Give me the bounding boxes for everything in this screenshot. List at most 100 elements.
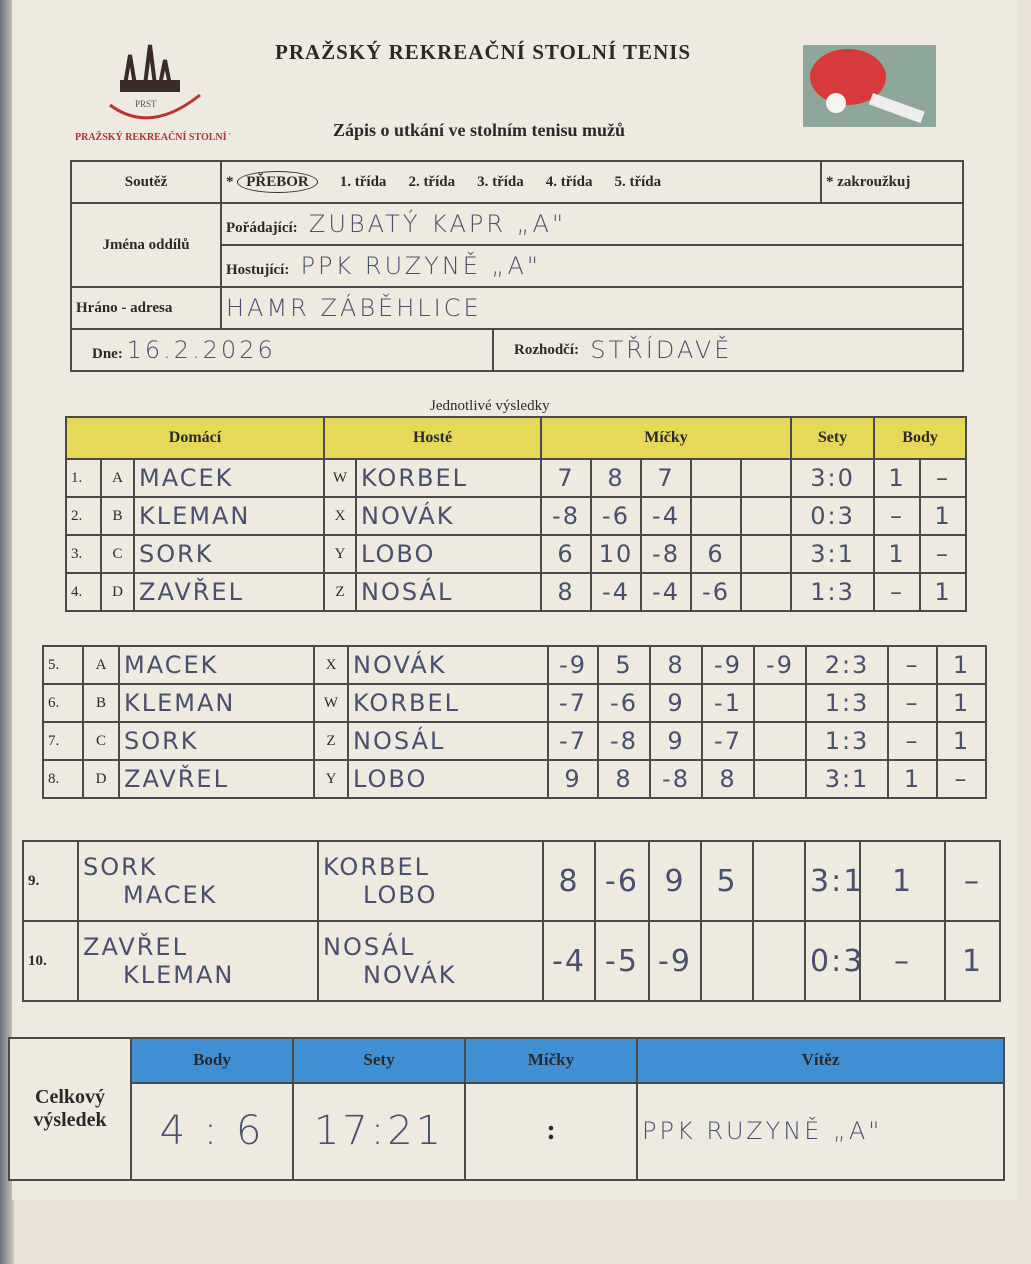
ball-score <box>740 572 793 612</box>
ball-score: -4 <box>640 572 693 612</box>
match-info-table: Soutěž * PŘEBOR 1. třída 2. třída 3. třída 4… <box>70 160 964 372</box>
sets-score: 2:3 <box>805 645 889 685</box>
ball-score <box>740 496 793 536</box>
ball-score: 6 <box>540 534 593 574</box>
ball-score: -6 <box>690 572 743 612</box>
guest-letter: X <box>313 645 349 685</box>
points-guest: 1 <box>936 683 987 723</box>
home-player: SORK <box>83 853 158 881</box>
home-player: ZAVŘEL <box>133 572 325 612</box>
points-home: – <box>887 645 938 685</box>
ball-score <box>753 721 807 761</box>
guest-letter: W <box>313 683 349 723</box>
home-pair: SORK MACEK <box>77 840 319 922</box>
match-row: 1. A MACEK W KORBEL 7 8 7 3:0 1– <box>65 458 968 498</box>
points-home: – <box>887 721 938 761</box>
points-home: 1 <box>873 458 922 498</box>
ball-score <box>690 496 743 536</box>
home-letter: B <box>82 683 120 723</box>
ball-score: -4 <box>590 572 643 612</box>
circle-note: * zakroužkuj <box>820 160 964 204</box>
ball-score: -6 <box>597 683 651 723</box>
class-option[interactable]: 2. třída <box>408 173 456 190</box>
page-title: PRAŽSKÝ REKREAČNÍ STOLNÍ TENIS <box>275 40 692 64</box>
ball-score: 8 <box>701 759 755 799</box>
class-option[interactable]: 3. třída <box>477 173 524 190</box>
class-option[interactable]: 1. třída <box>339 173 387 190</box>
ball-score: 8 <box>597 759 651 799</box>
singles-table-1: Domácí Hosté Míčky Sety Body 1. A MACEK W KORBEL 7… <box>65 416 968 612</box>
hostujici-value: PPK RUZYNĚ „A" <box>300 252 541 280</box>
match-row: 3. C SORK Y LOBO 6 10 -8 6 3:1 1– <box>65 534 968 574</box>
match-number: 2. <box>65 496 102 536</box>
ball-score: 9 <box>649 721 703 761</box>
ball-score: 9 <box>649 683 703 723</box>
total-label: Celkový výsledek <box>8 1037 132 1181</box>
home-player: SORK <box>133 534 325 574</box>
match-number: 1. <box>65 458 102 498</box>
guest-letter: W <box>323 458 357 498</box>
singles-table-2: 5. A MACEK X NOVÁK -9 5 8 -9 -9 2:3–1 6. B KLEMAN W KOR… <box>42 645 987 799</box>
sets-score: 0:3 <box>790 496 876 536</box>
guest-player: LOBO <box>354 534 543 574</box>
points-guest: – <box>919 458 968 498</box>
points-home: 1 <box>887 759 938 799</box>
guest-player: KORBEL <box>354 458 543 498</box>
ball-score: 8 <box>542 840 596 922</box>
ball-score <box>700 920 754 1002</box>
points-home: – <box>873 572 922 612</box>
sets-score: 3:1 <box>790 534 876 574</box>
class-option[interactable]: 5. třída <box>614 173 662 190</box>
ball-score: -8 <box>540 496 593 536</box>
guest-letter: Z <box>323 572 357 612</box>
match-number: 9. <box>22 840 79 922</box>
home-letter: D <box>82 759 120 799</box>
ping-pong-paddle-icon <box>810 49 925 124</box>
points-home: 1 <box>859 840 946 922</box>
class-options: * PŘEBOR 1. třída 2. třída 3. třída 4. třída… <box>220 160 822 204</box>
guest-player: KORBEL <box>347 683 549 723</box>
prst-logo: PRST PRAŽSKÝ REKREAČNÍ STOLNÍ TENIS <box>75 44 230 143</box>
page-edge <box>0 0 14 1264</box>
match-number: 10. <box>22 920 79 1002</box>
match-number: 3. <box>65 534 102 574</box>
rozhodci-label: Rozhodčí: <box>514 341 579 358</box>
header-row: Domácí Hosté Míčky Sety Body <box>65 416 968 460</box>
guest-player: NOSÁL <box>354 572 543 612</box>
sets-score: 3:1 <box>805 759 889 799</box>
sets-score: 3:0 <box>790 458 876 498</box>
header-domaci: Domácí <box>65 416 325 460</box>
results-caption: Jednotlivé výsledky <box>430 398 550 414</box>
points-guest: – <box>936 759 987 799</box>
ball-score: -6 <box>594 840 650 922</box>
home-player: KLEMAN <box>123 961 235 989</box>
ball-score: -4 <box>542 920 596 1002</box>
match-number: 7. <box>42 721 84 761</box>
match-row: 8. D ZAVŘEL Y LOBO 9 8 -8 8 3:1 1– <box>42 759 987 799</box>
total-body: 4 : 6 <box>130 1081 294 1181</box>
ball-score <box>690 458 743 498</box>
total-header-micky: Míčky <box>464 1037 638 1084</box>
header-hoste: Hosté <box>322 416 543 460</box>
guest-player: NOVÁK <box>347 645 549 685</box>
home-letter: C <box>82 721 120 761</box>
ball-score: -9 <box>753 645 807 685</box>
ball-score <box>752 920 806 1002</box>
class-option[interactable]: 4. třída <box>545 173 593 190</box>
home-letter: A <box>100 458 135 498</box>
class-option[interactable]: PŘEBOR <box>237 170 318 193</box>
match-row: 6. B KLEMAN W KORBEL -7 -6 9 -1 1:3–1 <box>42 683 987 723</box>
sets-score: 0:3 <box>804 920 861 1002</box>
points-home: – <box>887 683 938 723</box>
poradajici-value: ZUBATÝ KAPR „A" <box>308 210 566 238</box>
home-player: MACEK <box>118 645 315 685</box>
home-player: ZAVŘEL <box>83 933 188 961</box>
total-micky: : <box>464 1081 638 1181</box>
ball-score: -7 <box>547 683 599 723</box>
guest-player: NOSÁL <box>347 721 549 761</box>
poradajici-label: Pořádající: <box>226 220 298 236</box>
match-row: 4. D ZAVŘEL Z NOSÁL 8 -4 -4 -6 1:3–1 <box>65 572 968 612</box>
ball-score <box>740 458 793 498</box>
ball-score: 7 <box>540 458 593 498</box>
ball-score: -4 <box>640 496 693 536</box>
